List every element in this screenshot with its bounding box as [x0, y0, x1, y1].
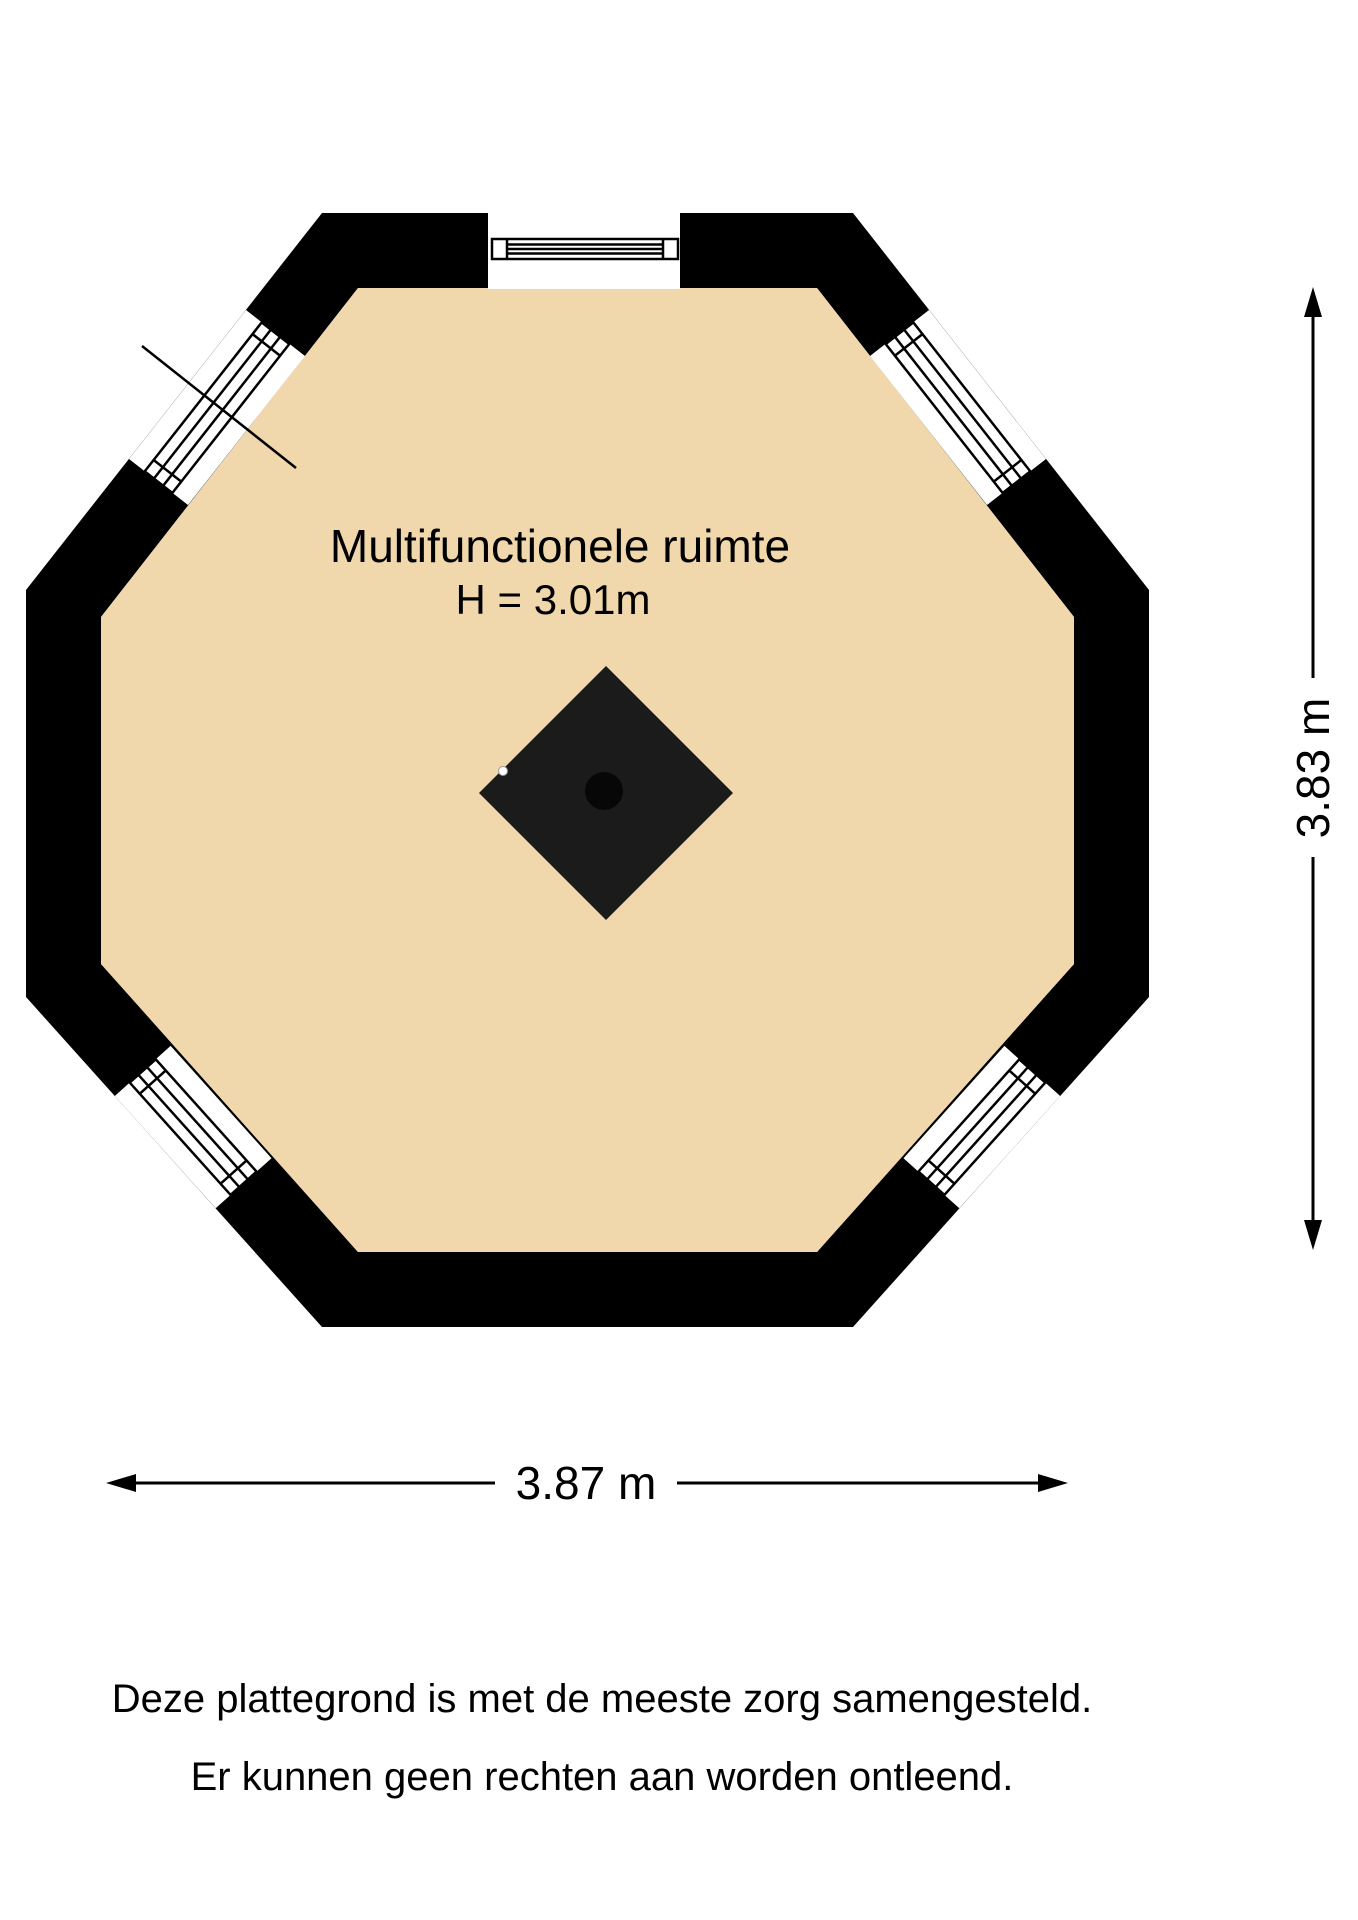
- stove-dot: [498, 766, 508, 776]
- window-top-right: [883, 320, 1033, 495]
- width-dimension-label: 3.87 m: [516, 1457, 657, 1509]
- window-bottom-right: [916, 1057, 1048, 1197]
- room-height-label: H = 3.01m: [456, 576, 651, 623]
- disclaimer-line-2: Er kunnen geen rechten aan worden ontlee…: [191, 1755, 1014, 1799]
- height-dimension-arrow: [1304, 287, 1322, 1250]
- disclaimer-line-1: Deze plattegrond is met de meeste zorg s…: [112, 1677, 1093, 1721]
- door-swing-line: [141, 345, 297, 469]
- stove-block: [479, 666, 733, 920]
- height-dimension-label: 3.83 m: [1287, 698, 1339, 839]
- room-label: Multifunctionele ruimte: [330, 520, 790, 572]
- window-gap-bottom-left: [114, 1045, 272, 1209]
- width-dimension-arrow: [106, 1474, 1068, 1492]
- window-top-left: [142, 320, 292, 495]
- window-gap-bottom-right: [903, 1045, 1061, 1209]
- window-bottom-left: [127, 1057, 259, 1197]
- window-top: [490, 237, 680, 261]
- window-gap-top: [488, 212, 680, 289]
- stove-flue-circle: [585, 772, 623, 810]
